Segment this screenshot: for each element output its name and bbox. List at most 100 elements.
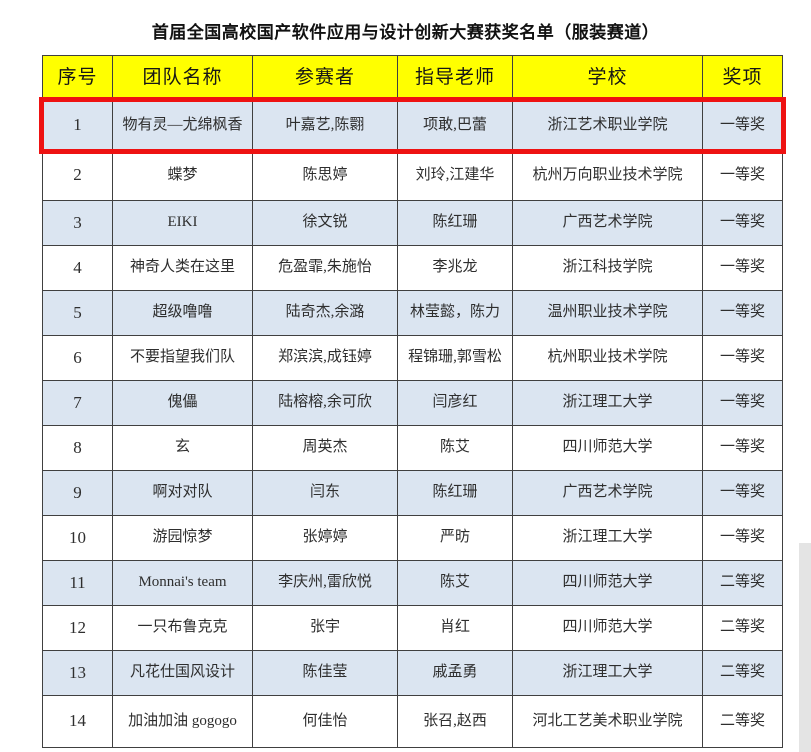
table-row: 7 傀儡 陆榕榕,余可欣 闫彦红 浙江理工大学 一等奖: [42, 380, 783, 426]
cell-teachers: 项敢,巴蕾: [397, 100, 513, 151]
cell-school: 四川师范大学: [512, 605, 703, 651]
table-row: 2 蝶梦 陈思婷 刘玲,江建华 杭州万向职业技术学院 一等奖: [42, 150, 783, 201]
cell-participants: 周英杰: [252, 425, 398, 471]
cell-award: 一等奖: [702, 470, 783, 516]
cell-participants: 郑滨滨,成钰婷: [252, 335, 398, 381]
scrollbar-track[interactable]: [799, 543, 811, 752]
cell-participants: 何佳怡: [252, 695, 398, 748]
cell-teachers: 陈红珊: [397, 200, 513, 246]
cell-participants: 叶嘉艺,陈翾: [252, 100, 398, 151]
cell-award: 一等奖: [702, 335, 783, 381]
table-row: 1 物有灵—尤绵枫香 叶嘉艺,陈翾 项敢,巴蕾 浙江艺术职业学院 一等奖: [42, 100, 783, 151]
header-participants: 参赛者: [252, 55, 398, 101]
cell-rank: 11: [42, 560, 113, 606]
cell-award: 二等奖: [702, 650, 783, 696]
cell-team-name: 玄: [112, 425, 253, 471]
cell-teachers: 林莹懿，陈力: [397, 290, 513, 336]
cell-school: 杭州万向职业技术学院: [512, 150, 703, 201]
cell-award: 一等奖: [702, 200, 783, 246]
cell-team-name: EIKI: [112, 200, 253, 246]
cell-school: 四川师范大学: [512, 560, 703, 606]
header-school: 学校: [512, 55, 703, 101]
cell-award: 一等奖: [702, 425, 783, 471]
cell-team-name: Monnai's team: [112, 560, 253, 606]
header-row: 序号 团队名称 参赛者 指导老师 学校 奖项: [42, 55, 783, 101]
cell-rank: 5: [42, 290, 113, 336]
cell-team-name: 凡花仕国风设计: [112, 650, 253, 696]
table-row: 3 EIKI 徐文锐 陈红珊 广西艺术学院 一等奖: [42, 200, 783, 246]
cell-rank: 7: [42, 380, 113, 426]
cell-award: 一等奖: [702, 100, 783, 151]
cell-teachers: 戚孟勇: [397, 650, 513, 696]
cell-participants: 张婷婷: [252, 515, 398, 561]
cell-participants: 张宇: [252, 605, 398, 651]
cell-school: 浙江理工大学: [512, 515, 703, 561]
cell-participants: 陈佳莹: [252, 650, 398, 696]
cell-teachers: 肖红: [397, 605, 513, 651]
table-row: 4 神奇人类在这里 危盈霏,朱施怡 李兆龙 浙江科技学院 一等奖: [42, 245, 783, 291]
cell-rank: 1: [42, 100, 113, 151]
cell-school: 广西艺术学院: [512, 470, 703, 516]
cell-rank: 4: [42, 245, 113, 291]
cell-rank: 6: [42, 335, 113, 381]
cell-rank: 14: [42, 695, 113, 748]
table-row: 13 凡花仕国风设计 陈佳莹 戚孟勇 浙江理工大学 二等奖: [42, 650, 783, 696]
cell-team-name: 超级噜噜: [112, 290, 253, 336]
cell-rank: 12: [42, 605, 113, 651]
cell-team-name: 不要指望我们队: [112, 335, 253, 381]
table-row: 10 游园惊梦 张婷婷 严昉 浙江理工大学 一等奖: [42, 515, 783, 561]
cell-school: 浙江科技学院: [512, 245, 703, 291]
cell-school: 杭州职业技术学院: [512, 335, 703, 381]
header-teachers: 指导老师: [397, 55, 513, 101]
table-row: 9 啊对对队 闫东 陈红珊 广西艺术学院 一等奖: [42, 470, 783, 516]
table-row: 6 不要指望我们队 郑滨滨,成钰婷 程锦珊,郭雪松 杭州职业技术学院 一等奖: [42, 335, 783, 381]
cell-teachers: 张召,赵西: [397, 695, 513, 748]
header-team-name: 团队名称: [112, 55, 253, 101]
table-row: 14 加油加油 gogogo 何佳怡 张召,赵西 河北工艺美术职业学院 二等奖: [42, 695, 783, 748]
cell-teachers: 刘玲,江建华: [397, 150, 513, 201]
cell-award: 二等奖: [702, 605, 783, 651]
cell-participants: 陆奇杰,余潞: [252, 290, 398, 336]
cell-teachers: 程锦珊,郭雪松: [397, 335, 513, 381]
cell-teachers: 陈艾: [397, 425, 513, 471]
table-row: 5 超级噜噜 陆奇杰,余潞 林莹懿，陈力 温州职业技术学院 一等奖: [42, 290, 783, 336]
cell-school: 四川师范大学: [512, 425, 703, 471]
cell-teachers: 闫彦红: [397, 380, 513, 426]
cell-award: 二等奖: [702, 695, 783, 748]
cell-participants: 陈思婷: [252, 150, 398, 201]
cell-team-name: 傀儡: [112, 380, 253, 426]
cell-team-name: 神奇人类在这里: [112, 245, 253, 291]
cell-team-name: 一只布鲁克克: [112, 605, 253, 651]
cell-participants: 闫东: [252, 470, 398, 516]
cell-school: 浙江艺术职业学院: [512, 100, 703, 151]
cell-school: 浙江理工大学: [512, 380, 703, 426]
cell-award: 一等奖: [702, 150, 783, 201]
cell-school: 河北工艺美术职业学院: [512, 695, 703, 748]
cell-team-name: 加油加油 gogogo: [112, 695, 253, 748]
table-row: 11 Monnai's team 李庆州,雷欣悦 陈艾 四川师范大学 二等奖: [42, 560, 783, 606]
cell-participants: 危盈霏,朱施怡: [252, 245, 398, 291]
cell-teachers: 陈红珊: [397, 470, 513, 516]
page-title: 首届全国高校国产软件应用与设计创新大赛获奖名单（服装赛道）: [151, 23, 660, 42]
header-rank: 序号: [42, 55, 113, 101]
cell-rank: 8: [42, 425, 113, 471]
awards-table: 序号 团队名称 参赛者 指导老师 学校 奖项 1 物有灵—尤绵枫香 叶嘉艺,陈翾 项敢…: [42, 55, 783, 748]
cell-participants: 陆榕榕,余可欣: [252, 380, 398, 426]
cell-award: 二等奖: [702, 560, 783, 606]
cell-rank: 9: [42, 470, 113, 516]
cell-award: 一等奖: [702, 290, 783, 336]
cell-award: 一等奖: [702, 515, 783, 561]
cell-school: 广西艺术学院: [512, 200, 703, 246]
cell-award: 一等奖: [702, 380, 783, 426]
cell-team-name: 游园惊梦: [112, 515, 253, 561]
table-row: 12 一只布鲁克克 张宇 肖红 四川师范大学 二等奖: [42, 605, 783, 651]
cell-school: 温州职业技术学院: [512, 290, 703, 336]
cell-teachers: 陈艾: [397, 560, 513, 606]
cell-award: 一等奖: [702, 245, 783, 291]
table-row: 8 玄周英杰 陈艾 四川师范大学 一等奖: [42, 425, 783, 471]
cell-rank: 3: [42, 200, 113, 246]
cell-participants: 徐文锐: [252, 200, 398, 246]
cell-rank: 2: [42, 150, 113, 201]
cell-school: 浙江理工大学: [512, 650, 703, 696]
cell-rank: 13: [42, 650, 113, 696]
